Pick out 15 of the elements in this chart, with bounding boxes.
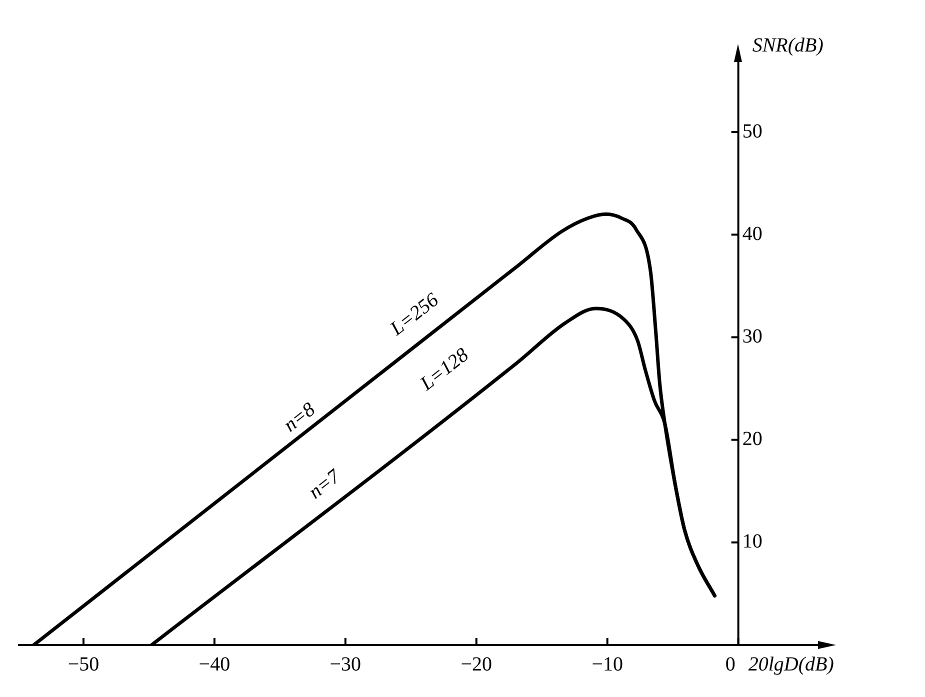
x-tick-label: −20 xyxy=(460,653,492,676)
y-tick-label: 40 xyxy=(742,222,762,245)
y-tick-label: 10 xyxy=(742,530,762,553)
x-tick-label: 0 xyxy=(725,653,736,676)
x-tick-label: −40 xyxy=(198,653,230,676)
y-tick-label: 30 xyxy=(742,325,762,348)
x-axis-title: 20lgD(dB) xyxy=(748,653,834,676)
y-tick-label: 50 xyxy=(742,120,762,142)
y-axis-title: SNR(dB) xyxy=(752,34,824,56)
y-tick-label: 20 xyxy=(742,428,762,450)
x-tick-label: −10 xyxy=(592,653,623,676)
annotation: n=7 xyxy=(304,464,346,504)
x-tick-label: −30 xyxy=(330,653,362,676)
x-tick-label: −50 xyxy=(68,653,100,676)
annotation: n=8 xyxy=(280,398,320,436)
